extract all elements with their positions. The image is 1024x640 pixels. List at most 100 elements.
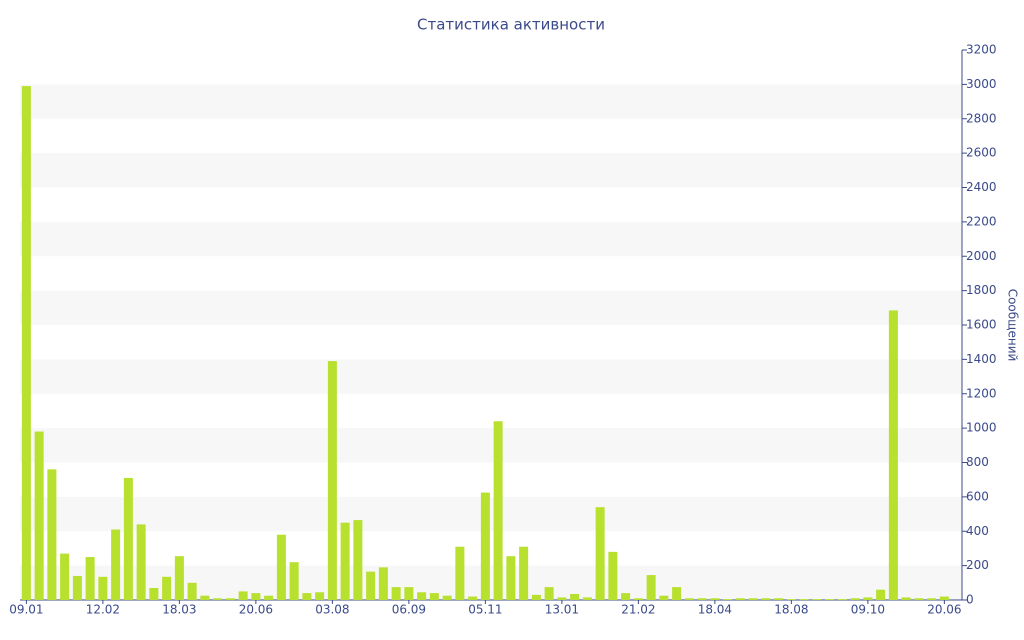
x-tick-label: 13.01 — [545, 603, 579, 617]
bar — [748, 598, 758, 600]
bar — [174, 556, 184, 600]
bar — [684, 598, 694, 600]
bar — [340, 522, 350, 600]
x-tick-label: 09.10 — [851, 603, 885, 617]
bar — [111, 529, 121, 600]
bar — [21, 86, 31, 600]
bar — [480, 492, 490, 600]
x-tick-label: 05.11 — [468, 603, 502, 617]
bar — [939, 596, 949, 600]
bar — [187, 582, 197, 600]
bar — [723, 599, 733, 600]
bar — [276, 534, 286, 600]
grid-band — [20, 428, 962, 463]
bar — [799, 599, 809, 600]
bar — [493, 421, 503, 600]
y-tick-label: 0 — [966, 593, 974, 607]
y-tick-label: 1600 — [966, 318, 997, 332]
grid-band — [20, 565, 962, 600]
x-tick-label: 18.08 — [774, 603, 808, 617]
bar — [404, 587, 414, 600]
y-tick-label: 800 — [966, 455, 989, 469]
bar — [608, 551, 618, 600]
bar — [761, 598, 771, 600]
y-tick-label: 1800 — [966, 283, 997, 297]
bar — [442, 595, 452, 600]
bar — [302, 593, 312, 600]
bar — [429, 593, 439, 600]
y-tick-label: 2000 — [966, 249, 997, 263]
x-tick-label: 20.06 — [239, 603, 273, 617]
bar — [570, 593, 580, 600]
bar — [659, 595, 669, 600]
grid-band — [20, 84, 962, 119]
bar — [85, 557, 95, 600]
bar — [557, 597, 567, 600]
bar — [582, 597, 592, 600]
bar — [888, 310, 898, 600]
bar — [251, 593, 261, 600]
bar — [621, 593, 631, 600]
bar — [927, 598, 937, 600]
y-tick-label: 200 — [966, 558, 989, 572]
bar — [353, 520, 363, 600]
bar — [506, 556, 516, 600]
y-tick-label: 3000 — [966, 77, 997, 91]
bar — [72, 575, 82, 600]
y-tick-label: 2200 — [966, 214, 997, 228]
y-tick-label: 1200 — [966, 386, 997, 400]
bar — [238, 591, 248, 600]
x-tick-label: 18.04 — [698, 603, 732, 617]
x-tick-label: 20.06 — [927, 603, 961, 617]
bar — [60, 553, 70, 600]
bar — [646, 575, 656, 600]
y-tick-label: 1000 — [966, 421, 997, 435]
grid-band — [20, 359, 962, 394]
bar — [519, 546, 529, 600]
y-tick-label: 600 — [966, 489, 989, 503]
bar — [774, 598, 784, 600]
bar — [595, 507, 605, 600]
bar — [850, 598, 860, 600]
bar — [123, 477, 133, 600]
bar — [417, 592, 427, 600]
x-tick-label: 06.09 — [392, 603, 426, 617]
y-tick-label: 2400 — [966, 180, 997, 194]
bar — [697, 598, 707, 600]
bar — [825, 599, 835, 600]
grid-band — [20, 496, 962, 532]
bar — [391, 587, 401, 600]
bar — [531, 594, 541, 600]
y-tick-label: 1400 — [966, 352, 997, 366]
bar — [136, 524, 146, 600]
grid-band — [20, 153, 962, 188]
bar — [786, 599, 796, 600]
bar — [213, 598, 223, 600]
bar — [315, 592, 325, 600]
chart-title: Статистика активности — [417, 16, 605, 34]
bar — [34, 431, 44, 600]
bar — [327, 361, 337, 600]
bar — [812, 599, 822, 600]
x-tick-label: 21.02 — [621, 603, 655, 617]
bar — [149, 587, 159, 600]
bar — [710, 598, 720, 600]
bar — [633, 598, 643, 600]
bar — [837, 599, 847, 600]
y-tick-label: 3200 — [966, 43, 997, 57]
bar — [264, 595, 274, 600]
bar — [455, 546, 465, 600]
bar — [735, 598, 745, 600]
bar — [544, 587, 554, 600]
bar — [378, 567, 388, 600]
grid-band — [20, 290, 962, 325]
bar — [876, 589, 886, 600]
bar — [863, 597, 873, 600]
bar — [672, 587, 682, 600]
y-tick-label: 2800 — [966, 111, 997, 125]
x-tick-label: 18.03 — [162, 603, 196, 617]
bar — [901, 597, 911, 600]
bar — [468, 596, 478, 600]
